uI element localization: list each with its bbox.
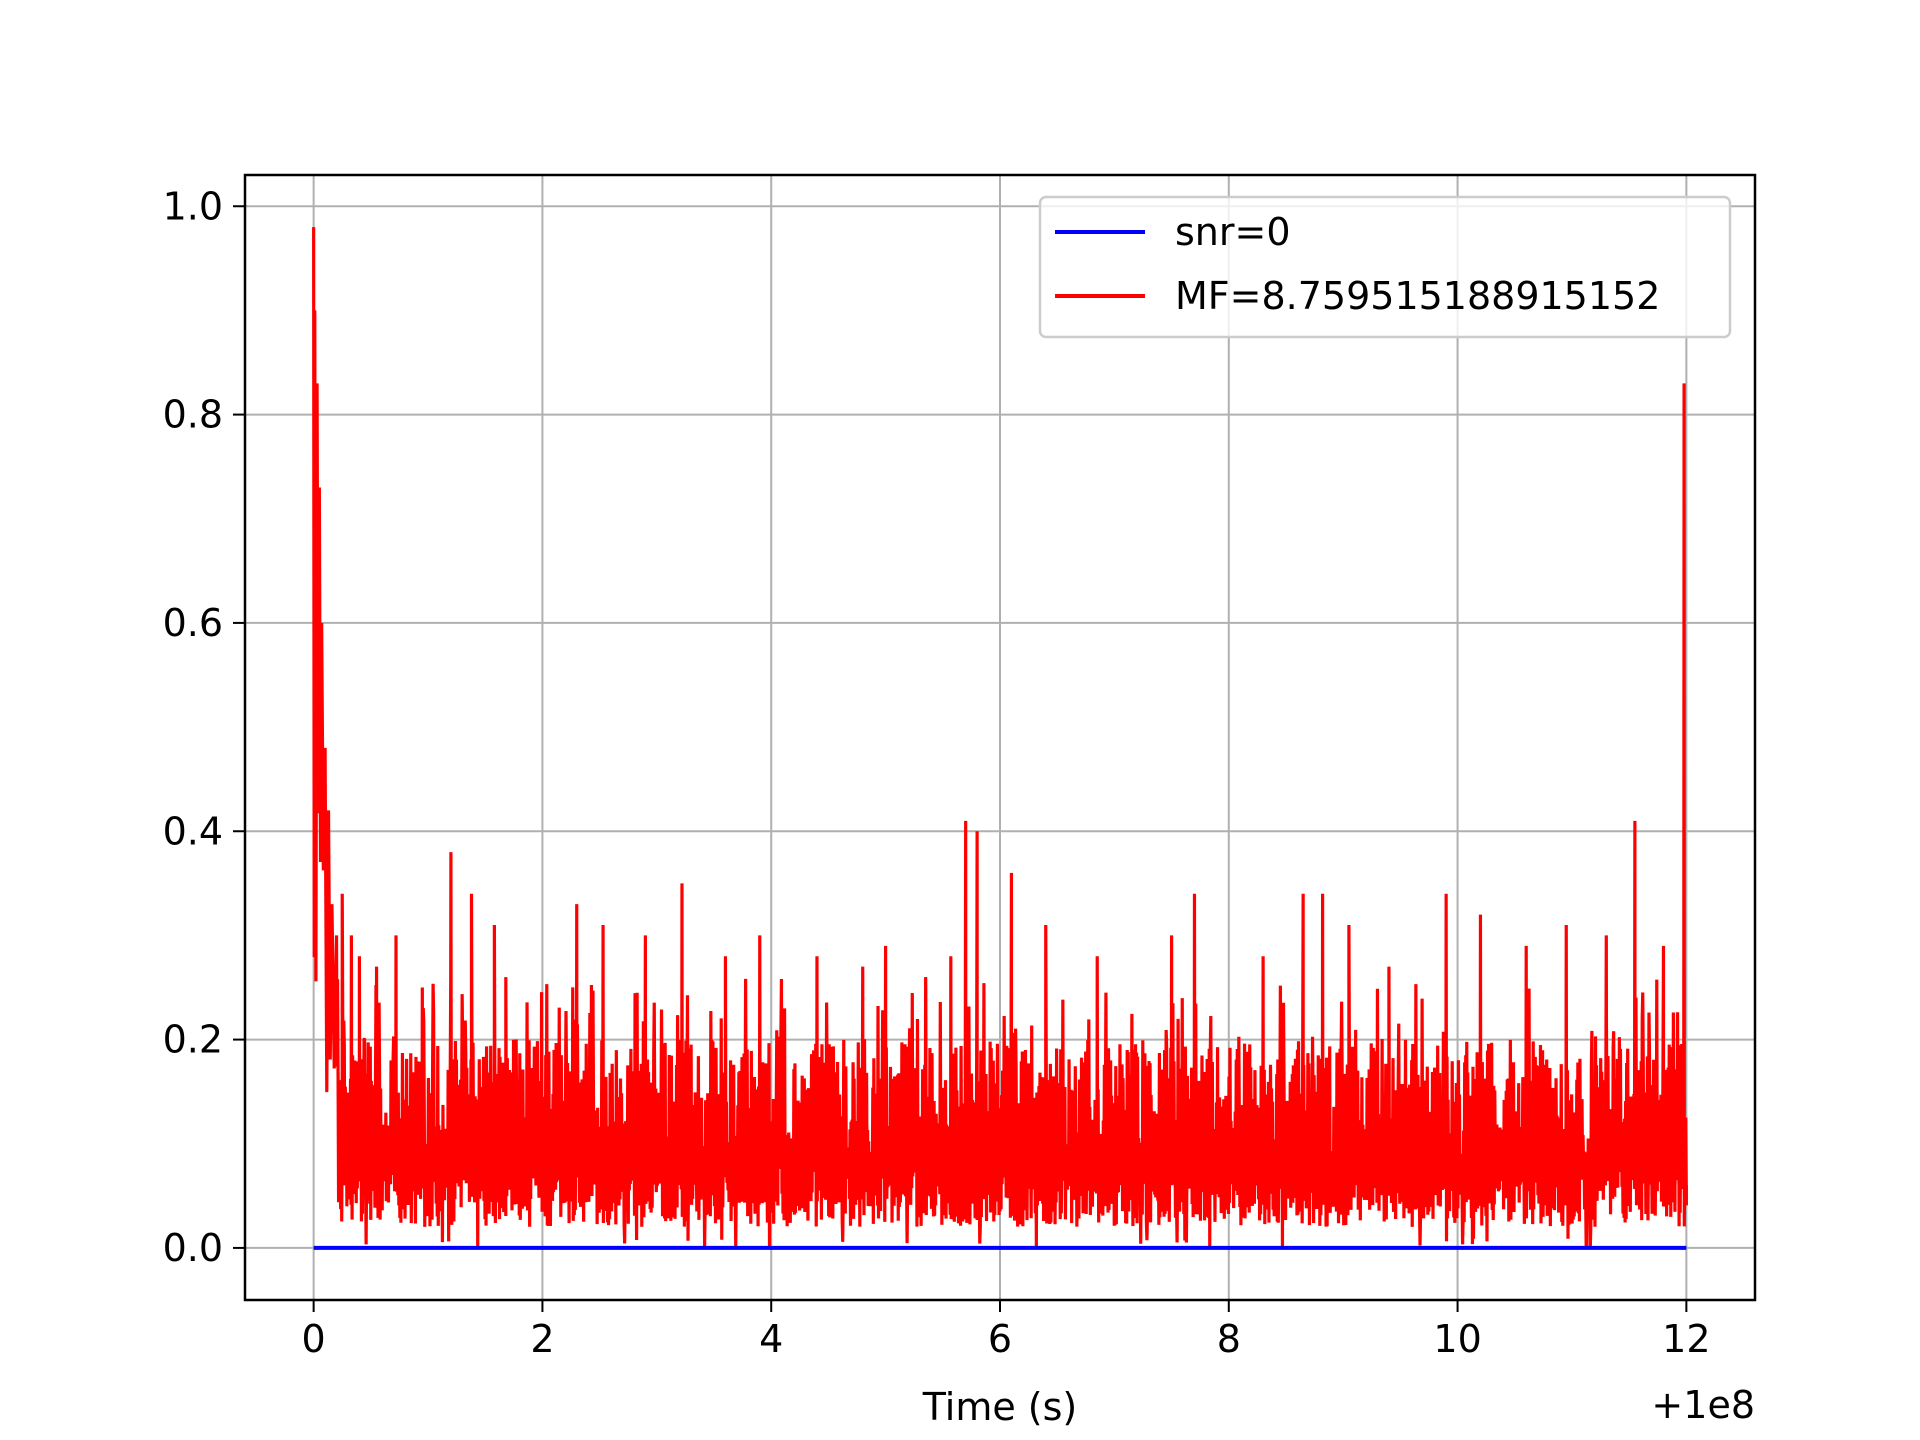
x-tick-label: 8 [1217,1317,1241,1361]
legend-label-mf: MF=8.759515188915152 [1175,274,1660,318]
y-tick-label: 0.8 [163,393,223,437]
x-axis-offset-label: +1e8 [1651,1383,1755,1427]
x-axis-ticks: 0 2 4 6 8 10 12 [302,1300,1711,1361]
x-tick-label: 6 [988,1317,1012,1361]
y-tick-label: 0.6 [163,601,223,645]
y-tick-label: 1.0 [163,184,223,228]
x-tick-label: 0 [302,1317,326,1361]
x-tick-label: 10 [1433,1317,1481,1361]
x-tick-label: 12 [1662,1317,1710,1361]
series-line-mf [312,227,1688,1248]
legend-box [1038,195,1732,339]
x-tick-label: 4 [759,1317,783,1361]
legend-label-snr: snr=0 [1175,210,1291,254]
y-tick-label: 0.2 [163,1018,223,1062]
x-axis-label: Time (s) [922,1385,1078,1429]
y-tick-label: 0.0 [163,1226,223,1270]
y-tick-label: 0.4 [163,809,223,853]
x-tick-label: 2 [530,1317,554,1361]
legend: snr=0 MF=8.759515188915152 [1038,195,1732,339]
y-axis-ticks: 0.0 0.2 0.4 0.6 0.8 1.0 [163,184,245,1270]
series-layer [312,227,1688,1250]
